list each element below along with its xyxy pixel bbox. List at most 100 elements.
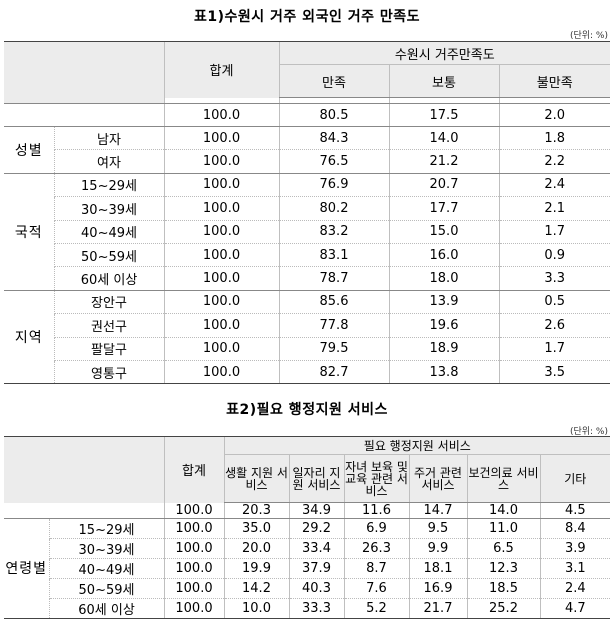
- overall-label: [4, 502, 164, 519]
- table-cell: 83.2: [278, 219, 389, 244]
- table-cell: 21.2: [388, 149, 499, 174]
- table-cell: 6.9: [343, 518, 409, 539]
- table-row: 60세 이상 100.0 78.7 18.0 3.3: [4, 266, 610, 291]
- table-cell: 100.0: [163, 290, 279, 314]
- table-cell: 6.5: [466, 538, 540, 559]
- table-cell: 79.5: [278, 336, 389, 361]
- header-col: 주거 관련 서비스: [408, 454, 467, 503]
- table2-unit: (단위: %): [569, 427, 608, 437]
- header-total: 합계: [163, 436, 224, 503]
- table-row: 연령별 15~29세 100.0 35.0 29.2 6.9 9.5 11.0 8.4: [4, 518, 611, 619]
- row-label: 권선구: [53, 313, 164, 338]
- row-label: 30~39세: [53, 196, 164, 221]
- row-label: 15~29세: [48, 518, 164, 539]
- table-cell: 40.3: [288, 578, 344, 599]
- table-cell: 18.5: [466, 578, 540, 599]
- table2-title: 표2)필요 행정지원 서비스: [226, 402, 388, 418]
- header-col: 일자리 지원 서비스: [288, 454, 344, 503]
- table-row: 50~59세 100.0 83.1 16.0 0.9: [4, 242, 610, 267]
- table-cell: 17.7: [388, 196, 499, 221]
- table-cell: 12.3: [466, 558, 540, 579]
- row-label: 40~49세: [53, 219, 164, 244]
- table-cell: 25.2: [466, 598, 540, 619]
- table-row: 40~49세 100.0 83.2 15.0 1.7: [4, 219, 610, 244]
- row-label: 60세 이상: [48, 598, 164, 619]
- header-col: 불만족: [498, 64, 610, 98]
- table-cell: 100.0: [163, 558, 224, 579]
- table1-header-row: 합계 수원시 거주만족도: [4, 41, 610, 98]
- table-cell: 19.9: [223, 558, 289, 579]
- table-cell: 9.9: [408, 538, 467, 559]
- table-cell: 29.2: [288, 518, 344, 539]
- table-cell: 0.5: [498, 290, 610, 314]
- table-cell: 84.3: [278, 126, 389, 150]
- table-cell: 20.7: [388, 173, 499, 197]
- table-cell: 10.0: [223, 598, 289, 619]
- row-label: 남자: [53, 126, 164, 150]
- table-cell: 21.7: [408, 598, 467, 619]
- table-cell: 20.3: [223, 502, 289, 519]
- table-cell: 14.2: [223, 578, 289, 599]
- table-row: 30~39세 100.0 80.2 17.7 2.1: [4, 196, 610, 221]
- row-group-label: 국적: [4, 173, 54, 291]
- table-row: 권선구 100.0 77.8 19.6 2.6: [4, 313, 610, 338]
- table-cell: 8.7: [343, 558, 409, 579]
- table-cell: 100.0: [163, 149, 279, 174]
- row-label: 15~29세: [53, 173, 164, 197]
- table-cell: 3.9: [539, 538, 611, 559]
- table-cell: 85.6: [278, 290, 389, 314]
- table-cell: 16.9: [408, 578, 467, 599]
- table-cell: 33.3: [288, 598, 344, 619]
- table-cell: 37.9: [288, 558, 344, 579]
- table-cell: 8.4: [539, 518, 611, 539]
- header-col: 자녀 보육 및 교육 관련 서비스: [343, 454, 409, 503]
- header-total: 합계: [163, 41, 279, 98]
- table-cell: 13.8: [388, 359, 499, 385]
- table-cell: 11.0: [466, 518, 540, 539]
- table-cell: 18.0: [388, 266, 499, 291]
- table1-title: 표1)수원시 거주 외국인 거주 만족도: [194, 9, 420, 25]
- row-group-label: 지역: [4, 290, 54, 385]
- table-cell: 14.7: [408, 502, 467, 519]
- table-cell: 20.0: [223, 538, 289, 559]
- table-cell: 76.5: [278, 149, 389, 174]
- row-label: 40~49세: [48, 558, 164, 579]
- header-group: 수원시 거주만족도: [278, 41, 610, 65]
- table-cell: 14.0: [466, 502, 540, 519]
- table-cell: 100.0: [163, 173, 279, 197]
- table-cell: 78.7: [278, 266, 389, 291]
- overall-label: [4, 103, 164, 127]
- table-row: 40~49세 100.0 19.9 37.9 8.7 18.1 12.3 3.1: [4, 558, 611, 579]
- table1-subheader-row: 만족 보통 불만족: [4, 64, 610, 98]
- table-cell: 3.1: [539, 558, 611, 579]
- row-label: 여자: [53, 149, 164, 174]
- table-row: 30~39세 100.0 20.0 33.4 26.3 9.9 6.5 3.9: [4, 538, 611, 559]
- table-cell: 1.8: [498, 126, 610, 150]
- table-cell: 76.9: [278, 173, 389, 197]
- table-row: 60세 이상 100.0 10.0 33.3 5.2 21.7 25.2 4.7: [4, 598, 611, 619]
- table-row: 팔달구 100.0 79.5 18.9 1.7: [4, 336, 610, 361]
- table-cell: 100.0: [163, 266, 279, 291]
- table-row: 영통구 100.0 82.7 13.8 3.5: [4, 359, 610, 385]
- table-cell: 80.2: [278, 196, 389, 221]
- table-cell: 1.7: [498, 219, 610, 244]
- table-cell: 2.1: [498, 196, 610, 221]
- table-cell: 77.8: [278, 313, 389, 338]
- table-cell: 100.0: [163, 219, 279, 244]
- table-cell: 2.2: [498, 149, 610, 174]
- header-group: 필요 행정지원 서비스: [223, 436, 611, 455]
- table-row: 여자 100.0 76.5 21.2 2.2: [4, 149, 610, 174]
- table-cell: 15.0: [388, 219, 499, 244]
- table-cell: 9.5: [408, 518, 467, 539]
- table-cell: 11.6: [343, 502, 409, 519]
- table-cell: 5.2: [343, 598, 409, 619]
- table-row: 100.0 80.5 17.5 2.0: [4, 103, 610, 127]
- table-cell: 100.0: [163, 578, 224, 599]
- table-cell: 100.0: [163, 242, 279, 267]
- table-cell: 14.0: [388, 126, 499, 150]
- table-cell: 3.3: [498, 266, 610, 291]
- header-col: 보건의료 서비스: [466, 454, 540, 503]
- admin-services-table: 합계 필요 행정지원 서비스 생활 지원 서비스 일자리 지원 서비스 자녀 보육 및 …: [4, 436, 611, 619]
- row-label: 50~59세: [48, 578, 164, 599]
- table2-subheader-row: 생활 지원 서비스 일자리 지원 서비스 자녀 보육 및 교육 관련 서비스 주거 관…: [4, 454, 611, 503]
